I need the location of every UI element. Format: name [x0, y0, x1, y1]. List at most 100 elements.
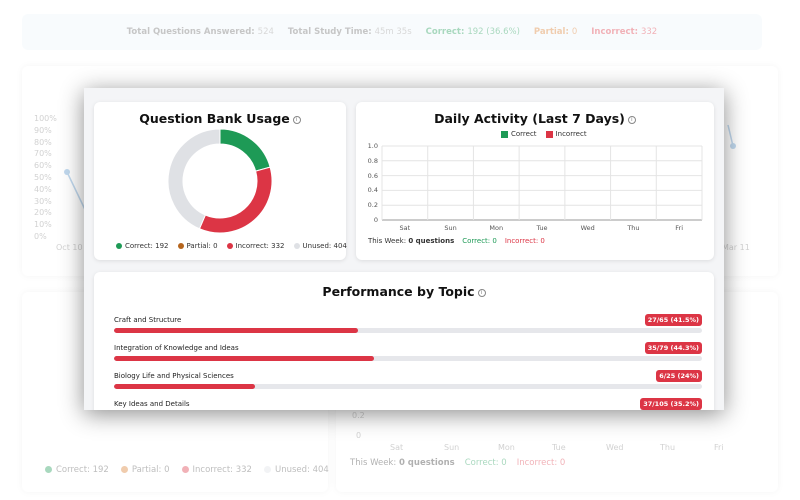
daily-x-tick: Sat: [399, 224, 411, 232]
bg-week-label: This Week:: [350, 458, 397, 468]
topic-name: Biology Life and Physical Sciences: [114, 372, 234, 380]
topic-progress-track: [114, 384, 702, 389]
info-icon[interactable]: i: [292, 115, 301, 124]
progress-y-tick: 90%: [34, 125, 52, 135]
bg-legend-unused: Unused: 404: [274, 465, 329, 475]
week-label: This Week:: [368, 237, 407, 245]
progress-y-tick: 40%: [34, 184, 52, 194]
daily-x-tick: Fri: [675, 224, 684, 232]
daily-y-tick: 0.8: [367, 156, 378, 165]
qbank-usage-card: Question Bank Usage i Correct: 192 Partia…: [94, 102, 347, 260]
performance-by-topic-card: Performance by Topic i Craft and Structur…: [94, 272, 714, 410]
progress-y-tick: 50%: [34, 173, 52, 182]
progress-x-start: Oct 10: [56, 243, 83, 252]
progress-x-end: Mar 11: [722, 243, 750, 252]
daily-x-tick: Wed: [580, 224, 595, 232]
total-questions-value: 524: [257, 27, 274, 37]
daily-legend: Correct Incorrect: [501, 130, 587, 138]
bg-week-summary: This Week: 0 questions Correct: 0 Incorr…: [350, 458, 565, 468]
bg-daily-y-02: 0.2: [352, 411, 365, 420]
bg-legend-partial: Partial: 0: [131, 465, 170, 475]
topic-name: Key Ideas and Details: [114, 400, 190, 408]
daily-title: Daily Activity (Last 7 Days): [434, 111, 625, 126]
daily-legend-correct: Correct: [511, 130, 537, 138]
incorrect-dot-icon: [226, 243, 233, 249]
partial-label: Partial:: [533, 27, 569, 37]
progress-y-tick: 20%: [34, 208, 52, 218]
topic-name: Craft and Structure: [114, 316, 182, 324]
daily-legend-incorrect: Incorrect: [555, 130, 587, 138]
bg-daily-x-tick: Thu: [660, 443, 676, 452]
correct-value: 192 (36.6%): [467, 27, 520, 37]
bg-daily-x-tick: Tue: [552, 443, 566, 452]
bg-daily-x-tick: Fri: [714, 443, 724, 452]
bg-daily-x-tick: Sun: [444, 443, 460, 452]
qbank-title: Question Bank Usage: [139, 111, 290, 126]
progress-y-tick: 60%: [34, 161, 52, 171]
progress-y-tick: 70%: [34, 149, 52, 159]
bg-legend-correct: Correct: 192: [56, 465, 109, 475]
topic-progress-track: [114, 356, 702, 361]
partial-dot-icon: [120, 466, 128, 473]
week-value: 0 questions: [408, 237, 455, 245]
incorrect-dot-icon: [181, 466, 189, 473]
correct-square-icon: [501, 130, 508, 138]
bg-week-value: 0 questions: [398, 458, 455, 468]
qbank-legend-correct: Correct: 192: [125, 242, 169, 250]
topic-score-badge: 37/105 (35.2%): [640, 398, 702, 410]
topic-progress-track: [114, 328, 702, 333]
stats-modal: Question Bank Usage i Correct: 192 Partia…: [84, 88, 724, 410]
progress-point-end: [730, 143, 736, 149]
bg-legend: Correct: 192 Partial: 0 Incorrect: 332 U…: [45, 465, 329, 475]
donut-slice-correct[interactable]: [219, 128, 271, 172]
topic-score-badge: 6/25 (24%): [656, 370, 702, 382]
qbank-legend-unused: Unused: 404: [302, 242, 347, 250]
total-questions-label: Total Questions Answered:: [126, 27, 255, 37]
incorrect-value: 332: [640, 27, 658, 37]
bg-daily-x-tick: Wed: [606, 443, 624, 452]
qbank-legend: Correct: 192 Partial: 0 Incorrect: 332 U…: [116, 242, 347, 250]
daily-x-tick: Sun: [444, 224, 457, 232]
qbank-legend-incorrect: Incorrect: 332: [235, 242, 285, 250]
topic-progress-fill: [114, 356, 375, 361]
daily-y-tick: 0.6: [367, 171, 378, 180]
daily-x-tick: Thu: [627, 224, 640, 232]
donut-slice-incorrect[interactable]: [198, 166, 273, 234]
daily-activity-card: Daily Activity (Last 7 Days) i Correct In…: [356, 102, 714, 260]
progress-line-end: [727, 124, 734, 147]
incorrect-label: Incorrect:: [591, 27, 639, 37]
info-icon[interactable]: i: [477, 288, 486, 297]
unused-dot-icon: [263, 466, 271, 473]
correct-label: Correct:: [425, 27, 465, 37]
unused-dot-icon: [293, 243, 300, 249]
week-incorrect: Incorrect: 0: [504, 237, 545, 245]
qbank-donut-chart: [167, 128, 273, 234]
daily-x-tick: Mon: [489, 224, 504, 232]
study-time-value: 45m 35s: [374, 27, 412, 37]
progress-y-tick: 0%: [34, 232, 47, 241]
progress-y-tick: 100%: [34, 114, 57, 123]
bg-week-incorrect: Incorrect: 0: [516, 458, 566, 468]
study-time-label: Total Study Time:: [287, 27, 372, 37]
info-icon[interactable]: i: [627, 115, 636, 124]
week-correct: Correct: 0: [462, 237, 497, 245]
progress-point-start: [64, 169, 70, 175]
daily-y-tick: 0: [373, 216, 378, 224]
stats-bar: Total Questions Answered: 524 Total Stud…: [22, 14, 762, 50]
daily-y-tick: 0.4: [367, 186, 378, 195]
bg-daily-x-tick: Sat: [390, 443, 404, 452]
daily-x-tick: Tue: [536, 224, 548, 232]
topic-progress-fill: [114, 328, 359, 333]
daily-bar-chart: [381, 145, 703, 221]
correct-dot-icon: [116, 243, 122, 249]
qbank-legend-partial: Partial: 0: [186, 242, 218, 250]
topics-title: Performance by Topic: [322, 284, 475, 299]
progress-y-tick: 80%: [34, 137, 52, 147]
correct-dot-icon: [45, 466, 52, 473]
donut-slice-unused[interactable]: [167, 128, 221, 230]
daily-y-tick: 0.2: [367, 201, 378, 210]
incorrect-square-icon: [545, 130, 553, 138]
partial-dot-icon: [177, 243, 184, 249]
bg-daily-y-0: 0: [356, 431, 362, 440]
progress-y-tick: 30%: [34, 196, 52, 206]
